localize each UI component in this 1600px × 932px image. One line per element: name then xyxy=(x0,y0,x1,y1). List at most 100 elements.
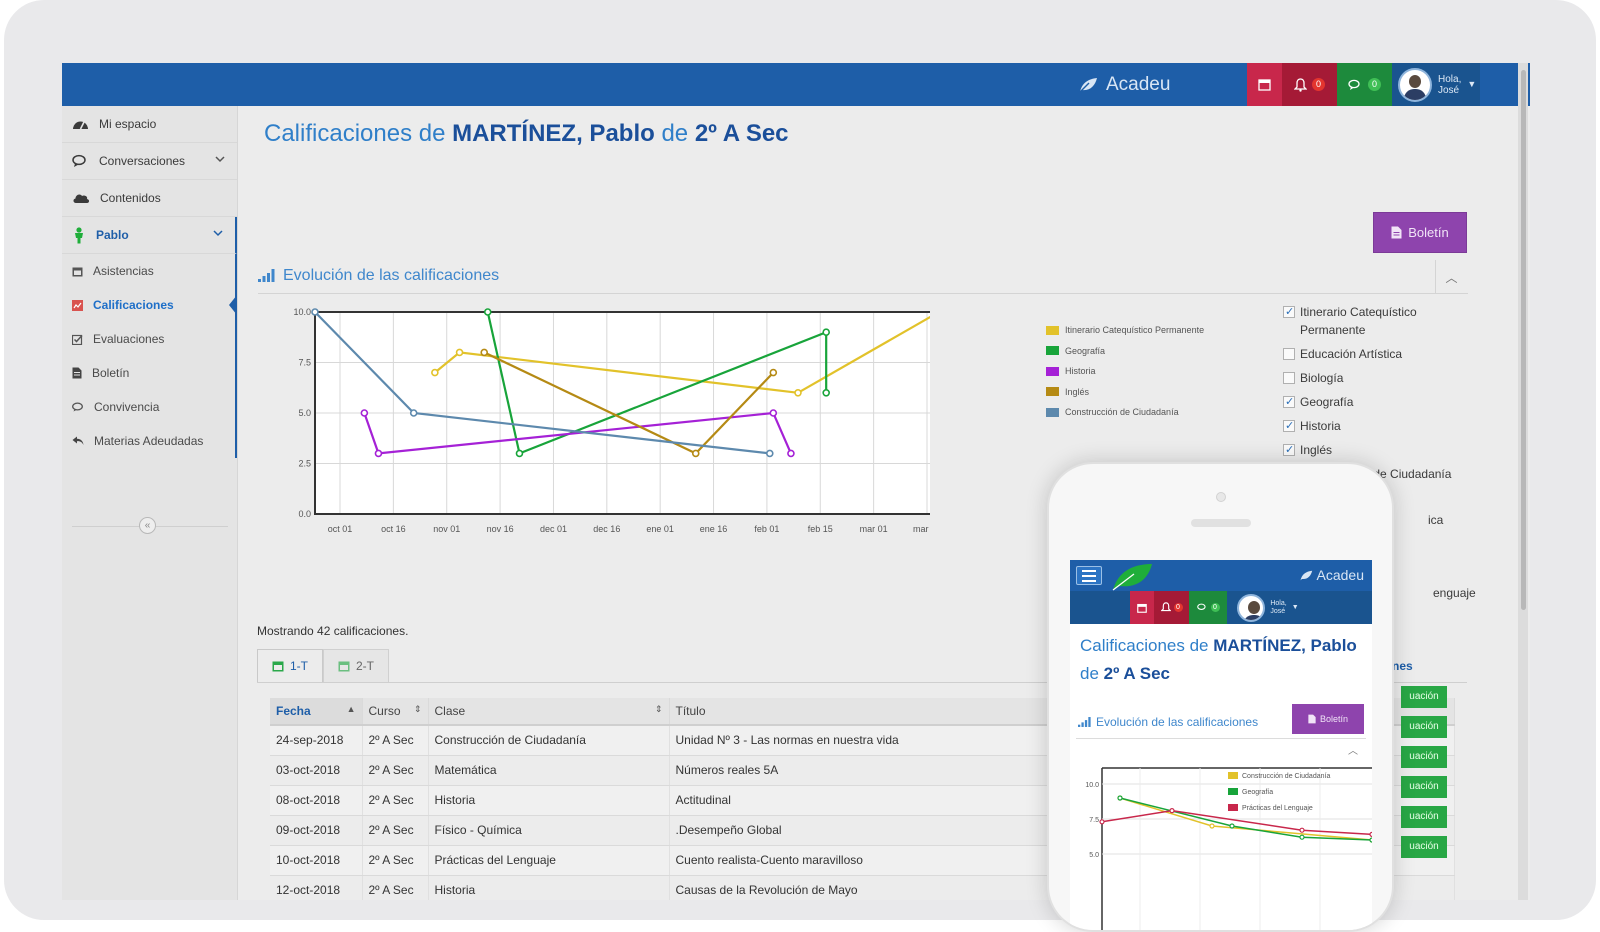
phone-speaker xyxy=(1191,519,1251,527)
sidebar-item-calificaciones[interactable]: Calificaciones xyxy=(62,288,237,322)
checkbox[interactable] xyxy=(1283,303,1295,321)
evaluation-button[interactable]: uación xyxy=(1401,806,1447,828)
series-line xyxy=(434,311,940,394)
legend-swatch xyxy=(1046,387,1059,397)
evaluation-button[interactable]: uación xyxy=(1401,686,1447,708)
checkbox[interactable] xyxy=(1283,441,1295,459)
table-cell: Físico - Química xyxy=(428,815,670,846)
bell-icon xyxy=(1160,602,1171,612)
calendar-icon xyxy=(1258,79,1271,91)
x-tick-label: feb 15 xyxy=(808,524,833,534)
tachometer-icon xyxy=(73,121,88,130)
mobile-calendar-button[interactable] xyxy=(1130,591,1154,624)
x-tick-label: mar 01 xyxy=(860,524,888,534)
mobile-boletin-button[interactable]: Boletín xyxy=(1292,704,1364,734)
sidebar-item-convivencia[interactable]: Convivencia xyxy=(62,390,237,424)
legend-label: Geografía xyxy=(1065,345,1106,356)
brand[interactable]: Acadeu xyxy=(1078,63,1170,106)
signal-bars-icon xyxy=(1078,717,1091,727)
subject-filter[interactable]: Educación Artística xyxy=(1283,345,1453,363)
sidebar-item-contenidos[interactable]: Contenidos xyxy=(62,180,237,217)
notifications-button[interactable]: 0 xyxy=(1282,63,1337,106)
checkbox[interactable] xyxy=(1283,417,1295,435)
legend-swatch xyxy=(1046,325,1059,335)
chat-icon xyxy=(1348,79,1360,90)
signal-bars-icon xyxy=(258,269,275,282)
table-cell: Historia xyxy=(428,785,670,816)
data-point xyxy=(480,348,489,357)
chat-icon xyxy=(1196,603,1206,610)
mobile-notifications-button[interactable]: 0 xyxy=(1154,591,1189,624)
data-point xyxy=(483,308,492,316)
sidebar-item-materias-adeudadas[interactable]: Materias Adeudadas xyxy=(62,424,237,458)
sidebar-item-mi-espacio[interactable]: Mi espacio xyxy=(62,106,237,143)
legend-swatch xyxy=(1046,346,1059,356)
messages-button[interactable]: 0 xyxy=(1337,63,1392,106)
x-tick-label: ene 16 xyxy=(700,524,728,534)
collapse-sidebar-button[interactable]: « xyxy=(139,517,156,534)
data-point xyxy=(1369,837,1372,843)
subject-filter[interactable]: Geografía xyxy=(1283,393,1453,411)
divider xyxy=(257,682,1467,683)
x-tick-label: mar 16 xyxy=(913,524,930,534)
boletin-button[interactable]: Boletín xyxy=(1373,212,1467,253)
legend-swatch xyxy=(1228,804,1238,811)
evaluation-button[interactable]: uación xyxy=(1401,836,1447,858)
calendar-button[interactable] xyxy=(1247,63,1282,106)
table-cell: 2º A Sec xyxy=(362,785,429,816)
y-tick-label: 2.5 xyxy=(298,459,311,469)
collapse-panel-button[interactable]: ︿ xyxy=(1435,260,1467,294)
evaluation-button[interactable]: uación xyxy=(1401,716,1447,738)
legend-item: Geografía xyxy=(1046,341,1204,362)
mobile-notifications-badge: 0 xyxy=(1173,603,1183,612)
table-cell: 08-oct-2018 xyxy=(270,785,363,816)
table-cell: Prácticas del Lenguaje xyxy=(428,845,670,876)
mobile-messages-button[interactable]: 0 xyxy=(1189,591,1227,624)
hamburger-menu-button[interactable] xyxy=(1076,566,1102,585)
checkbox[interactable] xyxy=(1283,372,1295,384)
legend-label: Prácticas del Lenguaje xyxy=(1242,805,1313,812)
evaluation-button[interactable]: uación xyxy=(1401,776,1447,798)
evaluation-buttons: uación uación uación uación uación uación xyxy=(1401,686,1447,866)
legend-swatch xyxy=(1228,788,1238,795)
sidebar-item-pablo[interactable]: Pablo xyxy=(62,217,237,254)
mobile-brand[interactable]: Acadeu xyxy=(1299,567,1364,583)
sidebar-item-asistencias[interactable]: Asistencias xyxy=(62,254,237,288)
column-header-fecha[interactable]: Fecha ▲ xyxy=(270,698,363,726)
tab-label: 2-T xyxy=(356,659,374,673)
sidebar-item-label: Pablo xyxy=(96,228,129,242)
tab-2t[interactable]: 2-T xyxy=(323,649,389,682)
subject-filter[interactable]: Itinerario Catequístico Permanente xyxy=(1283,303,1453,339)
scrollbar-thumb[interactable] xyxy=(1521,70,1526,610)
subject-filter[interactable]: Biología xyxy=(1283,369,1453,387)
subject-filter[interactable]: Historia xyxy=(1283,417,1453,435)
calendar-icon xyxy=(1137,603,1147,613)
column-header-clase[interactable]: Clase ⇕ xyxy=(428,698,670,726)
table-cell: 2º A Sec xyxy=(362,725,429,756)
evaluation-button[interactable]: uación xyxy=(1401,746,1447,768)
grades-chart: oct 01 oct 16 nov 01 nov 16 dec 01 dec 16 ene … xyxy=(260,306,943,611)
calendar-icon xyxy=(72,267,83,276)
checkbox[interactable] xyxy=(1283,393,1295,411)
sidebar-item-label: Asistencias xyxy=(93,264,154,278)
notifications-badge: 0 xyxy=(1312,78,1325,91)
sidebar-item-label: Materias Adeudadas xyxy=(94,434,204,448)
results-count: Mostrando 42 calificaciones. xyxy=(257,624,409,638)
subject-filter[interactable]: Inglés xyxy=(1283,441,1453,459)
title-prefix: Calificaciones de xyxy=(264,120,453,147)
chart-legend: Itinerario Catequístico Permanente Geogra… xyxy=(1046,320,1204,423)
sidebar-item-evaluaciones[interactable]: Evaluaciones xyxy=(62,322,237,356)
sidebar-item-conversaciones[interactable]: Conversaciones xyxy=(62,143,237,180)
chevron-up-icon[interactable]: ︿ xyxy=(1348,746,1358,757)
mobile-user-menu[interactable]: Hola, José ▼ xyxy=(1230,591,1306,624)
tab-1t[interactable]: 1-T xyxy=(257,649,323,682)
user-menu[interactable]: Hola, José ▼ xyxy=(1392,63,1480,106)
phone-screen: Acadeu 0 0 Hola, José ▼ Calificaciones d… xyxy=(1070,560,1372,930)
checkbox[interactable] xyxy=(1283,348,1295,360)
sidebar-item-boletin[interactable]: Boletín xyxy=(62,356,237,390)
legend-label: Inglés xyxy=(1065,386,1090,397)
data-point xyxy=(374,449,383,458)
student-name: MARTÍNEZ, Pablo xyxy=(1213,636,1357,655)
column-header-curso[interactable]: Curso ⇕ xyxy=(362,698,429,726)
x-tick-label: nov 01 xyxy=(433,524,460,534)
